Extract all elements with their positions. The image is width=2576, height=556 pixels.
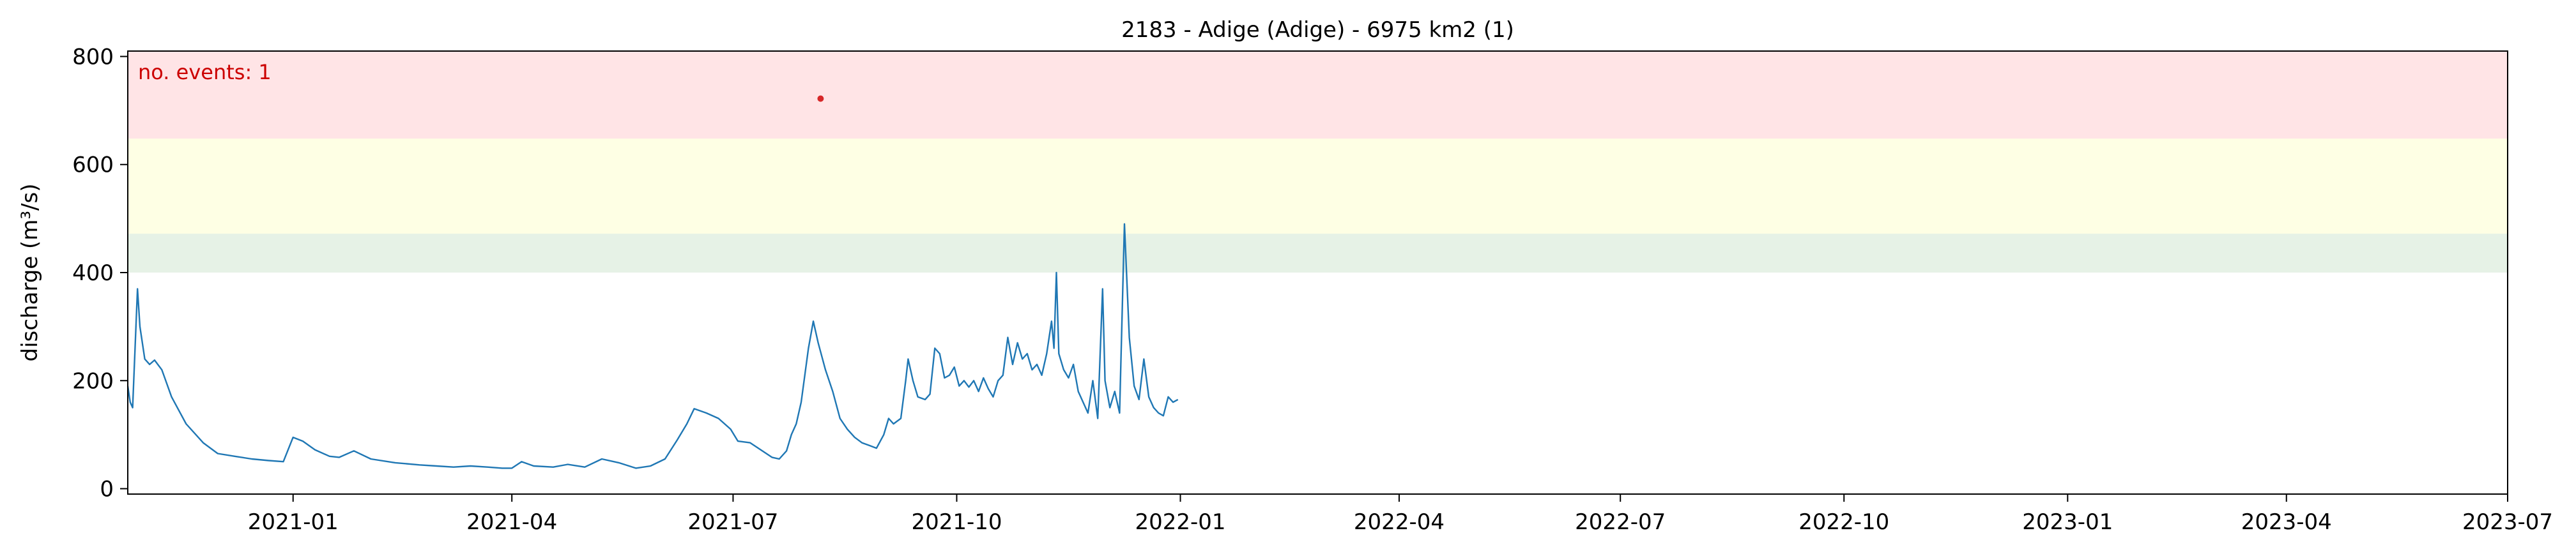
event-marker	[817, 95, 824, 102]
y-tick-label: 0	[100, 477, 114, 502]
threshold-band-3	[128, 51, 2508, 139]
chart-title: 2183 - Adige (Adige) - 6975 km2 (1)	[1121, 17, 1514, 43]
threshold-band-2	[128, 139, 2508, 234]
x-tick-label: 2023-07	[2462, 509, 2553, 535]
events-annotation: no. events: 1	[138, 60, 272, 84]
threshold-band-1	[128, 234, 2508, 273]
y-axis: 0 200 400 600 800	[72, 44, 128, 502]
x-tick-label: 2022-10	[1798, 509, 1889, 535]
y-tick-label: 800	[72, 44, 114, 70]
x-tick-label: 2021-01	[248, 509, 339, 535]
x-axis: 2021-01 2021-04 2021-07 2021-10 2022-01 2022-…	[248, 494, 2553, 535]
x-tick-label: 2021-10	[911, 509, 1002, 535]
event-marker-layer	[817, 95, 824, 102]
y-tick-label: 400	[72, 260, 114, 286]
threshold-bands	[128, 51, 2508, 273]
x-tick-label: 2022-01	[1135, 509, 1225, 535]
x-tick-label: 2023-01	[2022, 509, 2113, 535]
x-tick-label: 2022-04	[1354, 509, 1445, 535]
x-tick-label: 2022-07	[1575, 509, 1666, 535]
x-tick-label: 2023-04	[2241, 509, 2332, 535]
series-line-1	[126, 223, 1179, 469]
series-layer	[126, 223, 1179, 469]
y-axis-label: discharge (m³/s)	[17, 184, 43, 362]
y-tick-label: 200	[72, 368, 114, 394]
x-tick-label: 2021-04	[466, 509, 557, 535]
y-tick-label: 600	[72, 153, 114, 178]
x-tick-label: 2021-07	[687, 509, 778, 535]
